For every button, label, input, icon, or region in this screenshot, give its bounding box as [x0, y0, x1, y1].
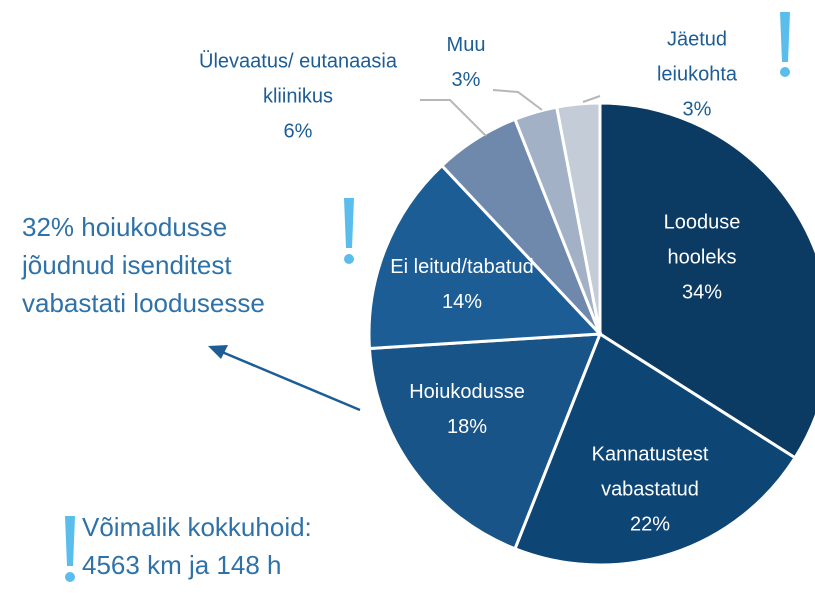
value-label: 34% [681, 281, 723, 304]
slice-label: Looduse hooleks 34% [647, 206, 757, 311]
slice-label: Jäetud leiukohta 3% [647, 23, 747, 128]
category-label: Jäetud leiukohta [656, 28, 738, 86]
exclamation-icon [65, 516, 75, 582]
category-label: Muu [446, 34, 486, 56]
value-label: 3% [682, 98, 712, 121]
pie [367, 101, 815, 567]
pie-slice [598, 101, 815, 460]
slice-label: Muu 3% [436, 28, 496, 98]
exclamation-icon [344, 198, 354, 264]
category-label: Ei leitud/tabatud [390, 256, 534, 278]
value-label: 6% [283, 120, 313, 143]
leader-line [420, 99, 487, 137]
slice-label: Ülevaatus/ eutanaasia kliinikus 6% [173, 45, 423, 150]
slice-label: Kannatustest vabastatud 22% [575, 438, 725, 543]
leader-line [492, 89, 543, 111]
arrow-head [208, 345, 228, 359]
annotation: 32% hoiukodusse jõudnud isenditest vabas… [22, 212, 265, 318]
value-label: 18% [446, 416, 488, 438]
pie-slice [367, 332, 603, 551]
category-label: Ülevaatus/ eutanaasia kliinikus [199, 50, 397, 108]
pie-slice [367, 163, 604, 351]
value-label: 22% [629, 513, 671, 536]
category-label: Looduse hooleks [663, 211, 741, 269]
pie-slice [513, 331, 798, 567]
value-label: 3% [451, 69, 481, 91]
pie-slice [554, 101, 602, 335]
slice-label: Hoiukodusse 18% [387, 375, 547, 445]
category-label: Kannatustest vabastatud [591, 443, 709, 501]
arrow [221, 350, 361, 412]
category-label: Hoiukodusse [409, 381, 525, 403]
exclamation-icon [780, 12, 790, 77]
leader-line [582, 95, 601, 103]
annotation: Võimalik kokkuhoid: 4563 km ja 148 h [82, 512, 312, 580]
value-label: 14% [441, 291, 483, 313]
slice-label: Ei leitud/tabatud 14% [385, 250, 540, 320]
